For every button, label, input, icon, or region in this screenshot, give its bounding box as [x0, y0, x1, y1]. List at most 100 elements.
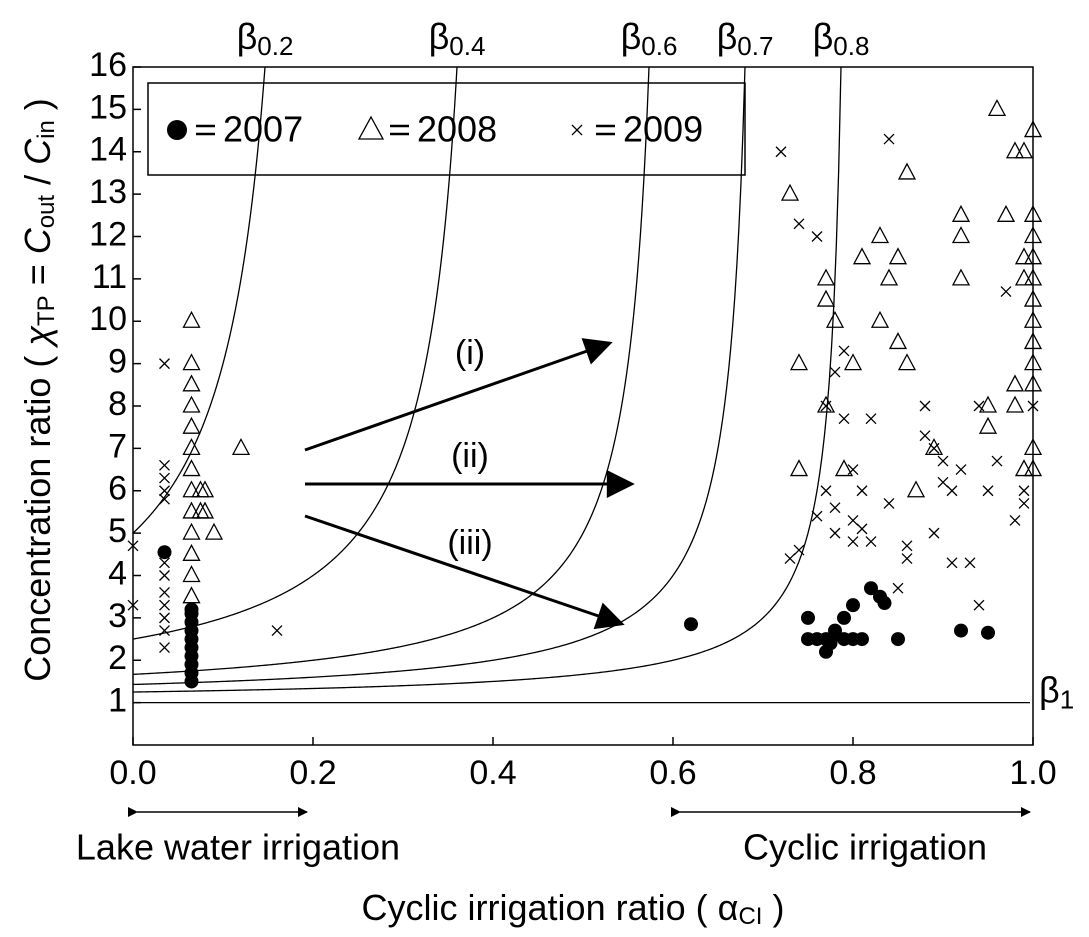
point	[883, 498, 895, 509]
point	[789, 459, 809, 477]
point	[955, 464, 967, 476]
point	[182, 310, 201, 328]
point	[828, 623, 842, 638]
curve-symbol: β	[1039, 669, 1060, 710]
y-tick-label: 8	[108, 385, 127, 423]
point	[856, 485, 868, 497]
point	[946, 485, 958, 497]
point	[847, 536, 859, 548]
point	[1018, 498, 1030, 509]
point	[982, 485, 994, 497]
curve-symbol: β	[237, 16, 258, 57]
point	[182, 543, 201, 561]
x-title-part: Cyclic irrigation ratio (	[362, 887, 718, 928]
point	[864, 581, 878, 596]
point	[877, 596, 892, 611]
point	[182, 395, 201, 413]
point	[954, 623, 968, 638]
y-title-part: C	[17, 138, 58, 165]
point	[159, 586, 170, 598]
point	[829, 502, 841, 514]
point	[182, 459, 201, 477]
legend-label: 2007	[223, 109, 303, 150]
point	[816, 395, 836, 413]
point	[865, 413, 877, 425]
curve-symbol: β	[429, 16, 450, 57]
point	[182, 353, 201, 371]
point	[978, 395, 998, 413]
point	[684, 617, 698, 632]
point	[1009, 514, 1021, 526]
point	[820, 485, 832, 497]
point	[1023, 374, 1043, 392]
point	[182, 480, 201, 498]
point	[204, 522, 224, 540]
annotation: (ii)	[451, 437, 489, 475]
point	[127, 540, 139, 552]
point	[996, 204, 1016, 222]
point	[789, 353, 809, 371]
x-tick-label: 0.4	[469, 754, 516, 792]
point	[780, 183, 800, 201]
point	[951, 226, 971, 244]
beta-curve	[132, 66, 842, 693]
point	[127, 599, 139, 611]
point	[843, 353, 863, 371]
curve-label: β0.8	[813, 16, 870, 61]
y-tick-label: 7	[108, 427, 127, 465]
point	[855, 632, 869, 647]
point	[1023, 204, 1043, 222]
y-tick-label: 11	[92, 258, 127, 296]
point	[159, 642, 170, 653]
point	[820, 400, 832, 412]
point	[159, 459, 170, 471]
point	[159, 485, 170, 497]
curve-beta: 0.7	[737, 31, 773, 61]
y-tick-label: 16	[89, 46, 127, 84]
point	[793, 218, 805, 230]
point	[919, 430, 931, 442]
point	[1018, 485, 1030, 497]
legend-marker	[167, 120, 187, 140]
point	[159, 358, 170, 370]
point	[182, 522, 201, 540]
point	[870, 226, 890, 244]
point	[870, 310, 890, 328]
point	[159, 557, 170, 569]
legend-label: 2008	[417, 109, 497, 150]
y-tick-label: 14	[89, 131, 127, 169]
point	[973, 599, 985, 611]
point	[1014, 141, 1034, 159]
point	[271, 625, 283, 637]
x-tick-label: 0.6	[649, 754, 696, 792]
curve-beta: 0.6	[641, 31, 677, 61]
point	[838, 345, 850, 357]
point	[883, 133, 895, 145]
beta-curve	[132, 66, 746, 686]
point	[1014, 268, 1034, 286]
point	[906, 480, 926, 498]
legend-marker	[357, 115, 385, 140]
point	[793, 544, 805, 556]
curve-beta: 0.2	[257, 31, 293, 61]
x-tick-label: 0.0	[109, 754, 156, 792]
curve-symbol: β	[717, 16, 738, 57]
point	[1005, 395, 1025, 413]
point	[951, 204, 971, 222]
point	[1014, 247, 1034, 265]
point	[159, 625, 170, 637]
y-tick-label: 15	[89, 88, 127, 126]
point	[1023, 459, 1043, 477]
point	[1014, 459, 1034, 477]
point	[157, 545, 172, 560]
y-title-part: =	[17, 254, 58, 295]
x-tick-label: 1.0	[1009, 754, 1056, 792]
x-tick-label: 0.2	[289, 754, 336, 792]
y-tick-label: 12	[89, 215, 127, 253]
y-tick-label: 10	[89, 300, 127, 338]
point	[816, 268, 836, 286]
point	[1023, 353, 1043, 371]
point	[784, 553, 796, 565]
point	[879, 268, 899, 286]
